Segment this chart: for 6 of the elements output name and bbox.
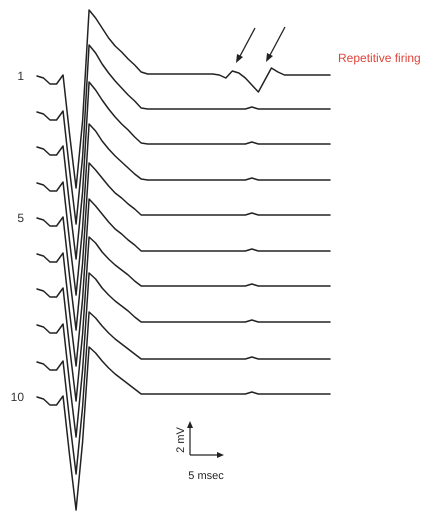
annotation: 2 mV xyxy=(175,426,187,453)
annotation: 5 msec xyxy=(188,470,224,482)
series-label: 10 xyxy=(10,390,24,404)
series-label: 1 xyxy=(17,69,24,83)
series-label: 5 xyxy=(17,211,24,225)
text: Repetitive firing xyxy=(338,51,421,65)
